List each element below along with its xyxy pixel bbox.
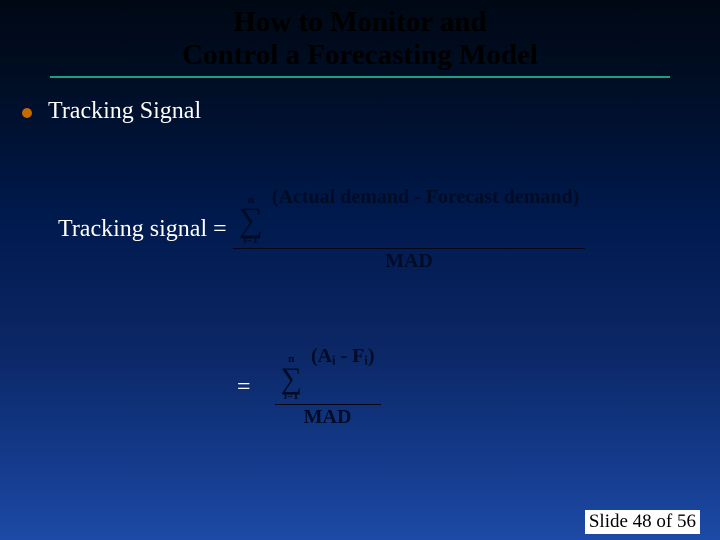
equation-1-numerator: n ∑ i=1 (Actual demand - Forecast demand… (233, 187, 586, 246)
bullet-item: Tracking Signal (22, 98, 698, 125)
equation-2: = n ∑ i=1 (Ai - Fi) MAD (237, 346, 698, 428)
equation-2-fraction: n ∑ i=1 (Ai - Fi) MAD (275, 346, 381, 428)
equation-1-prefix: Tracking signal = (58, 216, 233, 243)
footer-prefix: Slide (589, 511, 633, 532)
slide-content: Tracking Signal Tracking signal = n ∑ i=… (0, 78, 720, 428)
sigma-symbol-icon: ∑ (281, 365, 302, 392)
title-line-2: Control a Forecasting Model (0, 39, 720, 72)
sigma-lower: i=1 (243, 236, 258, 246)
equation-1-fraction: n ∑ i=1 (Actual demand - Forecast demand… (233, 187, 586, 272)
slide-number-footer: Slide 48 of 56 (585, 510, 700, 534)
fraction-bar (233, 248, 586, 249)
fraction-bar (275, 404, 381, 405)
equation-2-numerator: n ∑ i=1 (Ai - Fi) (275, 346, 381, 402)
eq2-numer-mid: - F (336, 345, 365, 367)
slide-title-block: How to Monitor and Control a Forecasting… (0, 0, 720, 78)
sigma-icon: n ∑ i=1 (239, 196, 263, 246)
equation-1-numerator-text: (Actual demand - Forecast demand) (272, 186, 579, 208)
equation-2-denominator: MAD (298, 407, 358, 428)
eq2-numer-close: ) (368, 345, 375, 367)
eq2-numer-open: (A (311, 345, 332, 367)
equation-1: Tracking signal = n ∑ i=1 (Actual demand… (58, 187, 698, 272)
equation-1-denominator: MAD (379, 251, 439, 272)
bullet-label: Tracking Signal (48, 98, 201, 125)
footer-total: 56 (677, 511, 696, 532)
title-line-1: How to Monitor and (0, 6, 720, 39)
footer-current: 48 (633, 511, 652, 532)
equation-2-prefix: = (237, 374, 257, 401)
sigma-icon: n ∑ i=1 (281, 355, 302, 402)
sigma-lower: i=1 (284, 392, 299, 402)
sigma-symbol-icon: ∑ (239, 206, 263, 237)
bullet-dot-icon (22, 108, 32, 118)
footer-sep: of (652, 511, 677, 532)
